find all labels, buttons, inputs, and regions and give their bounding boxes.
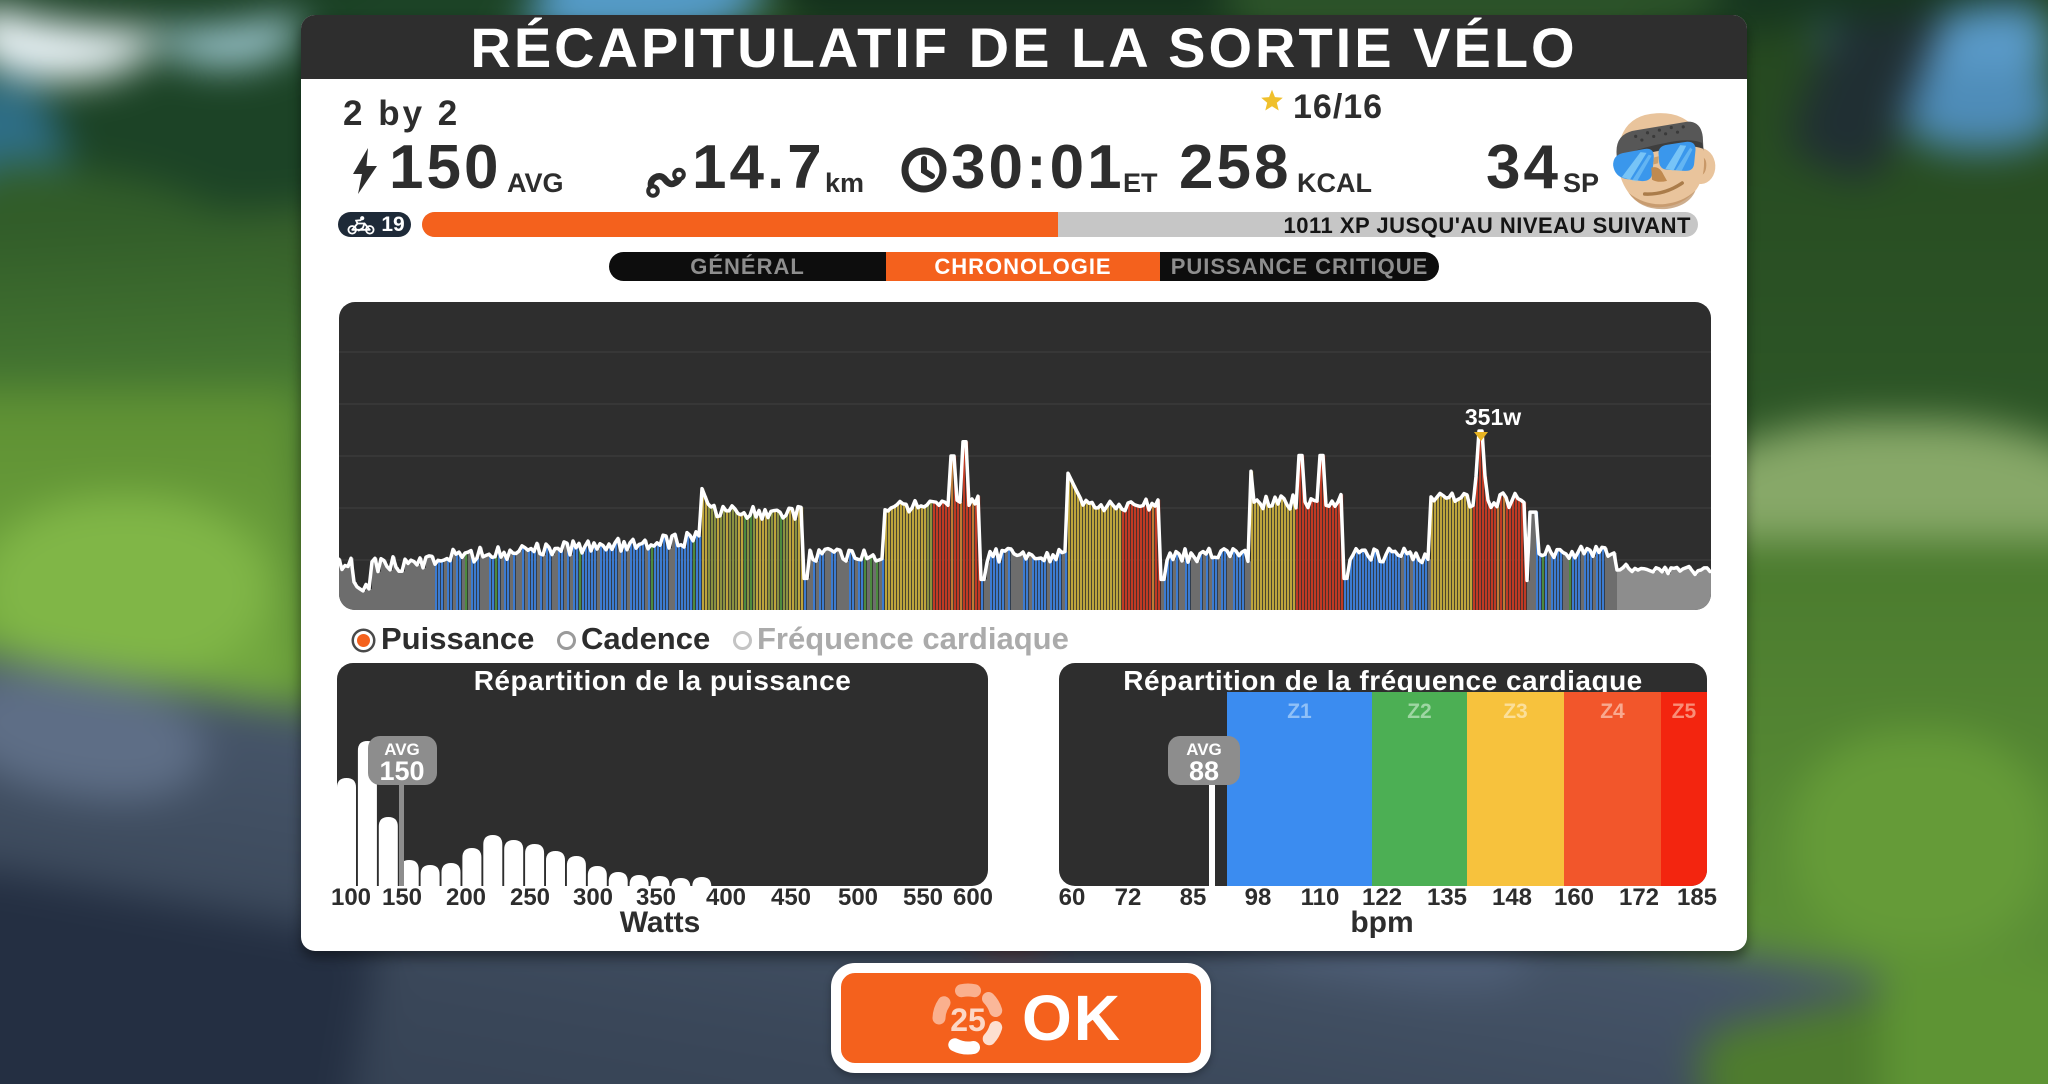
svg-text:25: 25 [950, 1002, 986, 1038]
svg-text:Z4: Z4 [1600, 700, 1625, 723]
svg-text:150: 150 [379, 756, 424, 786]
svg-text:88: 88 [1189, 756, 1219, 786]
svg-text:Z3: Z3 [1503, 700, 1528, 723]
svg-text:Z2: Z2 [1407, 700, 1432, 723]
svg-text:AVG: AVG [1186, 740, 1222, 759]
svg-text:Z5: Z5 [1672, 700, 1697, 723]
svg-text:351w: 351w [1465, 404, 1521, 430]
svg-text:Z1: Z1 [1287, 700, 1312, 723]
svg-text:AVG: AVG [384, 740, 420, 759]
